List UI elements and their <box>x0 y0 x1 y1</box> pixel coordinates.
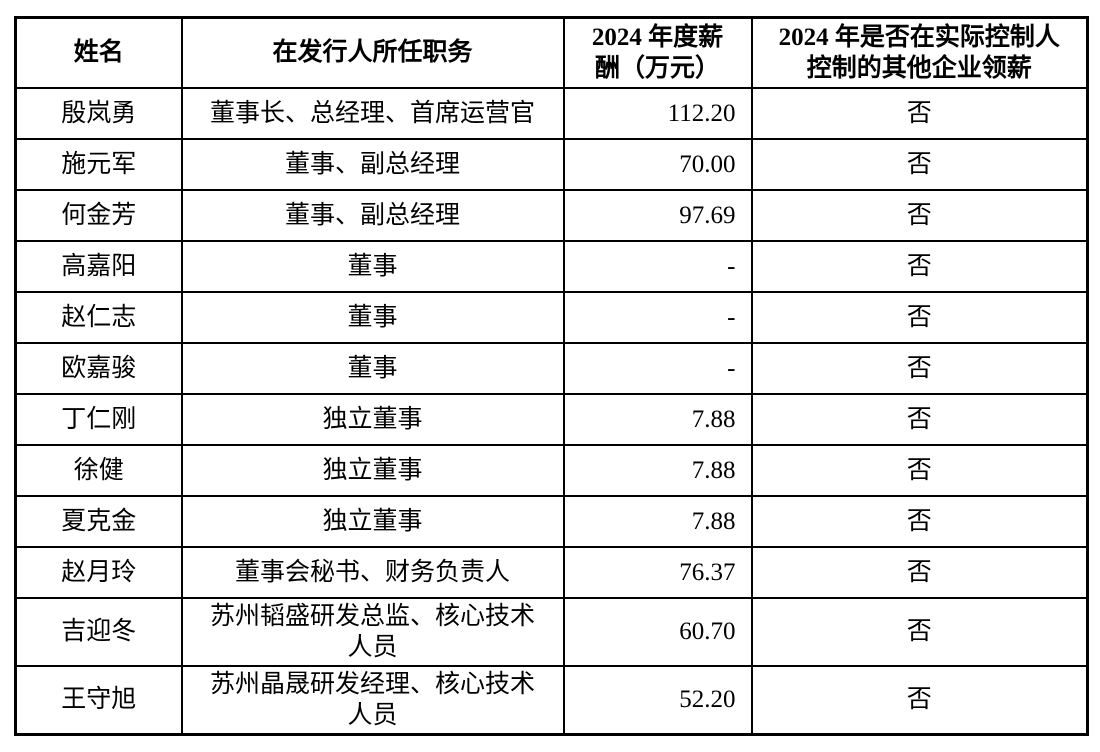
table-row: 赵月玲 董事会秘书、财务负责人 76.37 否 <box>14 545 1089 599</box>
name-cell: 王守旭 <box>14 664 183 735</box>
position-cell: 独立董事 <box>180 392 565 446</box>
table-row: 高嘉阳 董事 - 否 <box>14 239 1089 293</box>
column-header-paid-elsewhere: 2024 年是否在实际控制人控制的其他企业领薪 <box>750 16 1089 89</box>
paid-elsewhere-cell: 否 <box>750 239 1089 293</box>
table-row: 王守旭 苏州晶晟研发经理、核心技术人员 52.20 否 <box>14 664 1089 735</box>
position-text: 董事 <box>347 252 398 280</box>
position-cell: 董事 <box>180 290 565 344</box>
paid-elsewhere-cell: 否 <box>750 392 1089 446</box>
column-header-salary-label: 2024 年度薪酬（万元） <box>591 23 724 82</box>
table-row: 徐健 独立董事 7.88 否 <box>14 443 1089 497</box>
name-cell: 何金芳 <box>14 188 183 242</box>
name-cell: 吉迎冬 <box>14 596 183 667</box>
name-cell: 徐健 <box>14 443 183 497</box>
name-cell: 殷岚勇 <box>14 86 183 140</box>
table-row: 何金芳 董事、副总经理 97.69 否 <box>14 188 1089 242</box>
name-cell: 赵仁志 <box>14 290 183 344</box>
position-cell: 董事长、总经理、首席运营官 <box>180 86 565 140</box>
position-cell: 苏州韬盛研发总监、核心技术人员 <box>180 596 565 667</box>
position-text: 董事会秘书、财务负责人 <box>234 558 510 586</box>
table-row: 丁仁刚 独立董事 7.88 否 <box>14 392 1089 446</box>
position-text: 董事、副总经理 <box>284 201 460 229</box>
table-row: 赵仁志 董事 - 否 <box>14 290 1089 344</box>
salary-cell: 76.37 <box>562 545 753 599</box>
salary-cell: 112.20 <box>562 86 753 140</box>
position-cell: 董事 <box>180 239 565 293</box>
paid-elsewhere-cell: 否 <box>750 664 1089 735</box>
position-text: 董事 <box>347 354 398 382</box>
position-text: 苏州韬盛研发总监、核心技术人员 <box>209 602 535 661</box>
column-header-paid-elsewhere-label: 2024 年是否在实际控制人控制的其他企业领薪 <box>778 23 1060 82</box>
paid-elsewhere-cell: 否 <box>750 596 1089 667</box>
column-header-position-label: 在发行人所任职务 <box>272 39 473 67</box>
column-header-name: 姓名 <box>14 16 183 89</box>
salary-cell: - <box>562 341 753 395</box>
table-header: 姓名 在发行人所任职务 2024 年度薪酬（万元） 2024 年是否在实际控制人… <box>14 16 1089 89</box>
salary-cell: 70.00 <box>562 137 753 191</box>
position-text: 董事 <box>347 303 398 331</box>
position-text: 独立董事 <box>322 507 423 535</box>
salary-cell: 7.88 <box>562 443 753 497</box>
position-cell: 董事、副总经理 <box>180 188 565 242</box>
position-text: 董事、副总经理 <box>284 150 460 178</box>
compensation-table: 姓名 在发行人所任职务 2024 年度薪酬（万元） 2024 年是否在实际控制人… <box>14 16 1089 736</box>
position-cell: 董事会秘书、财务负责人 <box>180 545 565 599</box>
header-row: 姓名 在发行人所任职务 2024 年度薪酬（万元） 2024 年是否在实际控制人… <box>14 16 1089 89</box>
position-cell: 苏州晶晟研发经理、核心技术人员 <box>180 664 565 735</box>
paid-elsewhere-cell: 否 <box>750 86 1089 140</box>
name-cell: 高嘉阳 <box>14 239 183 293</box>
salary-cell: - <box>562 290 753 344</box>
paid-elsewhere-cell: 否 <box>750 137 1089 191</box>
position-text: 独立董事 <box>322 405 423 433</box>
paid-elsewhere-cell: 否 <box>750 443 1089 497</box>
name-cell: 赵月玲 <box>14 545 183 599</box>
name-cell: 夏克金 <box>14 494 183 548</box>
name-cell: 欧嘉骏 <box>14 341 183 395</box>
table-row: 欧嘉骏 董事 - 否 <box>14 341 1089 395</box>
salary-cell: - <box>562 239 753 293</box>
table-row: 夏克金 独立董事 7.88 否 <box>14 494 1089 548</box>
paid-elsewhere-cell: 否 <box>750 290 1089 344</box>
salary-cell: 52.20 <box>562 664 753 735</box>
position-text: 独立董事 <box>322 456 423 484</box>
table-row: 殷岚勇 董事长、总经理、首席运营官 112.20 否 <box>14 86 1089 140</box>
paid-elsewhere-cell: 否 <box>750 545 1089 599</box>
column-header-salary: 2024 年度薪酬（万元） <box>562 16 753 89</box>
column-header-name-label: 姓名 <box>73 39 124 67</box>
name-cell: 施元军 <box>14 137 183 191</box>
table-row: 施元军 董事、副总经理 70.00 否 <box>14 137 1089 191</box>
paid-elsewhere-cell: 否 <box>750 494 1089 548</box>
table-body: 殷岚勇 董事长、总经理、首席运营官 112.20 否 施元军 董事、副总经理 7… <box>14 86 1089 735</box>
salary-cell: 7.88 <box>562 392 753 446</box>
salary-cell: 7.88 <box>562 494 753 548</box>
position-cell: 董事、副总经理 <box>180 137 565 191</box>
paid-elsewhere-cell: 否 <box>750 188 1089 242</box>
salary-cell: 97.69 <box>562 188 753 242</box>
name-cell: 丁仁刚 <box>14 392 183 446</box>
position-text: 苏州晶晟研发经理、核心技术人员 <box>209 670 535 729</box>
position-cell: 独立董事 <box>180 494 565 548</box>
position-cell: 独立董事 <box>180 443 565 497</box>
paid-elsewhere-cell: 否 <box>750 341 1089 395</box>
column-header-position: 在发行人所任职务 <box>180 16 565 89</box>
position-cell: 董事 <box>180 341 565 395</box>
position-text: 董事长、总经理、首席运营官 <box>209 99 535 127</box>
salary-cell: 60.70 <box>562 596 753 667</box>
table-row: 吉迎冬 苏州韬盛研发总监、核心技术人员 60.70 否 <box>14 596 1089 667</box>
